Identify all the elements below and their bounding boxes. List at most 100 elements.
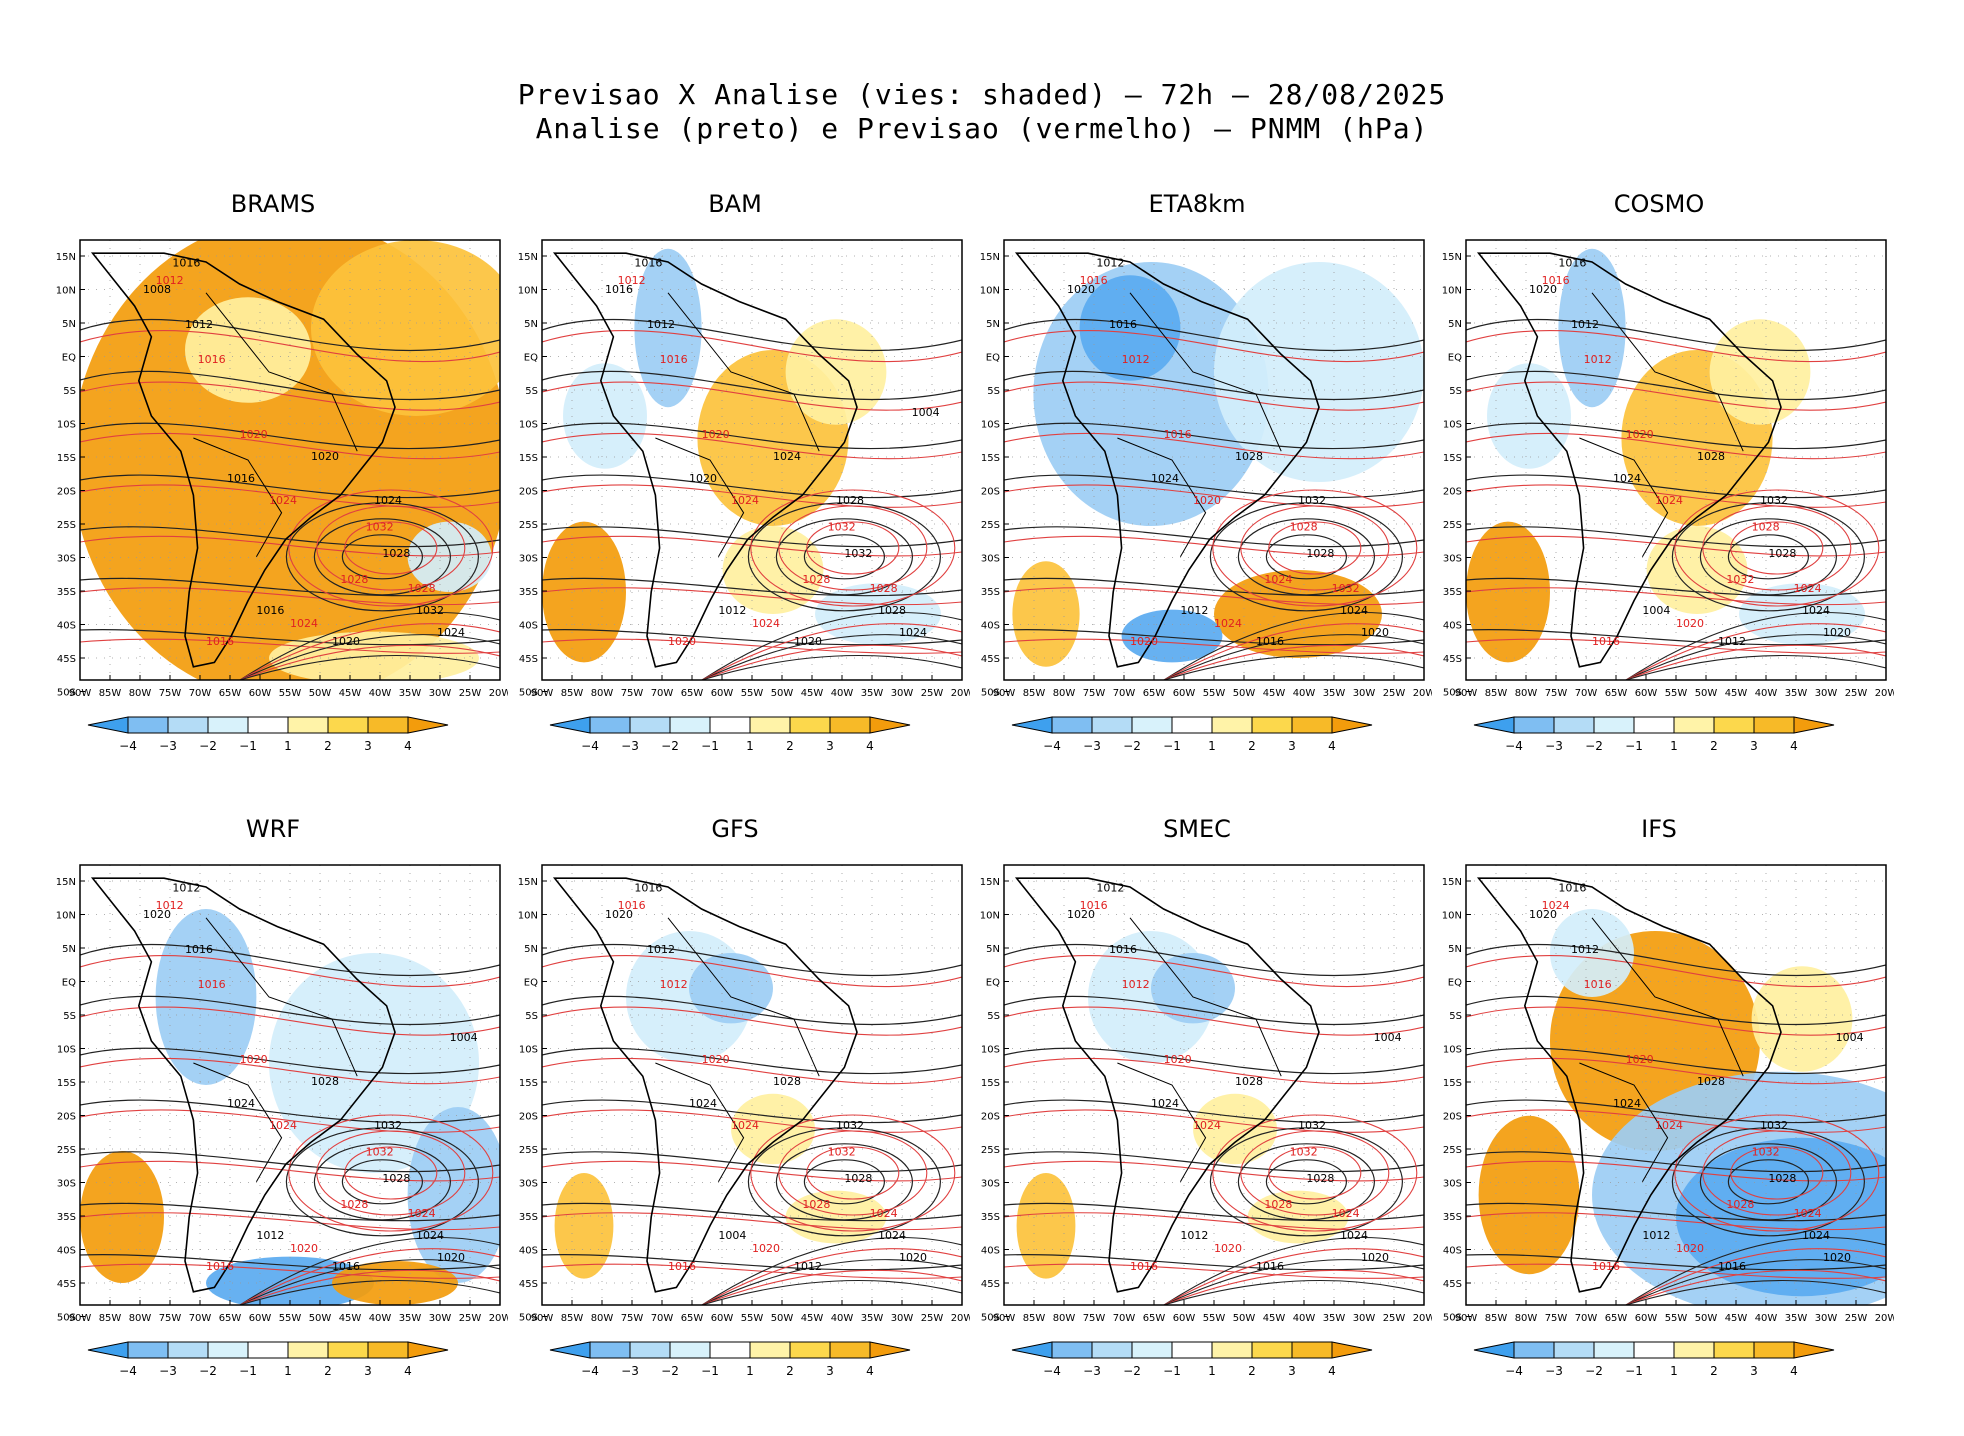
latitude-tick-label: EQ bbox=[524, 978, 538, 989]
forecast-contour-label: 1028 bbox=[1290, 520, 1318, 533]
analysis-isobar bbox=[1265, 1159, 1347, 1205]
latitude-tick-label: 10N bbox=[1442, 286, 1462, 297]
analysis-isobar bbox=[80, 943, 500, 977]
country-borders bbox=[655, 1062, 745, 1183]
colorbar-segment bbox=[1633, 1341, 1675, 1359]
colorbar-segment bbox=[709, 1341, 751, 1359]
colorbar-segment bbox=[1211, 1341, 1253, 1359]
analysis-contour-label: 1032 bbox=[836, 1119, 864, 1132]
latitude-tick-label: 45S bbox=[519, 654, 538, 665]
bias-shading bbox=[80, 1151, 164, 1283]
colorbar-segment bbox=[1513, 716, 1555, 734]
latitude-tick-label: 15N bbox=[980, 252, 1000, 263]
analysis-isobar bbox=[1004, 1202, 1424, 1222]
colorbar-label: −4 bbox=[581, 739, 599, 753]
longitude-tick-label: 80W bbox=[1053, 688, 1076, 699]
colorbar-segment bbox=[1091, 1341, 1133, 1359]
latitude-tick-label: 25S bbox=[981, 1145, 1000, 1156]
forecast-contour-label: 1024 bbox=[1332, 1207, 1360, 1220]
forecast-isobar bbox=[1004, 1006, 1424, 1036]
bias-shading bbox=[1079, 275, 1181, 381]
longitude-tick-label: 75W bbox=[1545, 1313, 1568, 1324]
panel-smec: SMEC 1012 1016 1020 1024 1028 1032 1028 1024 1020… bbox=[962, 815, 1432, 1425]
analysis-isobar bbox=[1671, 1127, 1865, 1237]
analysis-contour-label: 1032 bbox=[416, 604, 444, 617]
colorbar-segment bbox=[167, 716, 209, 734]
colorbar-segment bbox=[1593, 1341, 1635, 1359]
latitude-tick-label: 30S bbox=[57, 1179, 76, 1190]
forecast-contour-label: 1016 bbox=[668, 1260, 696, 1273]
isobar-south bbox=[1163, 1279, 1424, 1305]
analysis-contour-label: 1024 bbox=[1151, 472, 1179, 485]
analysis-isobar bbox=[1466, 1099, 1886, 1124]
longitude-tick-label: 50W bbox=[1695, 688, 1718, 699]
longitude-tick-label: 45W bbox=[339, 688, 362, 699]
panel-gfs: GFS 1016 1012 1020 1024 1028 1032 1028 1024 1020 1… bbox=[500, 815, 970, 1425]
forecast-isobar bbox=[80, 535, 500, 557]
forecast-contour-label: 1032 bbox=[1726, 573, 1754, 586]
colorbar-label: −1 bbox=[1163, 739, 1181, 753]
colorbar-label: 1 bbox=[284, 739, 292, 753]
longitude-tick-label: 75W bbox=[159, 1313, 182, 1324]
forecast-isobar bbox=[1466, 432, 1886, 460]
latitude-tick-label: 20S bbox=[1443, 1112, 1462, 1123]
latitude-tick-label: 25S bbox=[519, 1145, 538, 1156]
coastline bbox=[1476, 252, 1782, 668]
longitude-tick-label: 80W bbox=[591, 1313, 614, 1324]
bias-shading bbox=[1193, 1093, 1277, 1165]
forecast-contour-label: 1012 bbox=[1122, 978, 1150, 991]
longitude-tick-label: 40W bbox=[1755, 1313, 1778, 1324]
longitude-tick-label: 50W bbox=[771, 688, 794, 699]
latitude-tick-label: 25S bbox=[1443, 520, 1462, 531]
forecast-isobar bbox=[1004, 1057, 1424, 1085]
isobar-south bbox=[239, 1269, 500, 1305]
analysis-contour-label: 1020 bbox=[311, 450, 339, 463]
forecast-isobar bbox=[1212, 489, 1418, 607]
latitude-tick-label: 35S bbox=[519, 1212, 538, 1223]
forecast-isobar bbox=[806, 1146, 900, 1200]
analysis-contour-label: 1016 bbox=[634, 256, 662, 269]
latitude-tick-label: 5N bbox=[62, 944, 76, 955]
forecast-contour-label: 1028 bbox=[870, 582, 898, 595]
map-field: 1012101610201024102810321028102410201016… bbox=[1004, 240, 1424, 680]
longitude-tick-label: 35W bbox=[1785, 688, 1808, 699]
analysis-isobar bbox=[1004, 629, 1424, 646]
isobars bbox=[1466, 318, 1886, 680]
analysis-contour-label: 1012 bbox=[1096, 881, 1124, 894]
longitude-tick-label: 75W bbox=[1545, 688, 1568, 699]
longitude-tick-label: 55W bbox=[279, 1313, 302, 1324]
latitude-tick-label: 30S bbox=[519, 554, 538, 565]
forecast-isobar bbox=[542, 1006, 962, 1036]
isobar-south bbox=[1625, 644, 1886, 680]
longitude-tick-label: 70W bbox=[1113, 688, 1136, 699]
forecast-contour-label: 1016 bbox=[1584, 978, 1612, 991]
analysis-isobar bbox=[1466, 995, 1886, 1026]
colorbar-label: 1 bbox=[1208, 1364, 1216, 1378]
longitude-tick-label: 40W bbox=[369, 1313, 392, 1324]
latitude-tick-label: 15N bbox=[1442, 877, 1462, 888]
latitude-tick-label: 10S bbox=[1443, 420, 1462, 431]
longitude-tick-label: 25W bbox=[1383, 688, 1406, 699]
forecast-isobar bbox=[1004, 1263, 1424, 1279]
colorbar-label: −2 bbox=[1123, 1364, 1141, 1378]
colorbar: −4 −3 −2 −1 1 2 3 4 bbox=[87, 716, 449, 753]
forecast-contour-label: 1028 bbox=[802, 1198, 830, 1211]
forecast-isobar bbox=[542, 1160, 962, 1182]
longitude-tick-label: 65W bbox=[219, 688, 242, 699]
latitude-tick-label: 35S bbox=[1443, 1212, 1462, 1223]
colorbar-segment bbox=[1171, 1341, 1213, 1359]
colorbar-label: −2 bbox=[661, 739, 679, 753]
longitude-tick-label: 45W bbox=[1725, 1313, 1748, 1324]
forecast-isobar bbox=[1240, 505, 1390, 591]
forecast-isobar bbox=[542, 432, 962, 460]
colorbar-segment bbox=[87, 1341, 129, 1359]
latitude-tick-label: 5S bbox=[63, 386, 76, 397]
analysis-contour-label: 1028 bbox=[878, 604, 906, 617]
forecast-isobar bbox=[542, 1057, 962, 1085]
latitude-tick-label: 10S bbox=[57, 1045, 76, 1056]
longitude-tick-label: 60W bbox=[1635, 688, 1658, 699]
analysis-isobar bbox=[542, 318, 962, 352]
analysis-isobar bbox=[1466, 577, 1886, 597]
forecast-isobar bbox=[1466, 381, 1886, 411]
latitude-tick-label: 10N bbox=[56, 286, 76, 297]
